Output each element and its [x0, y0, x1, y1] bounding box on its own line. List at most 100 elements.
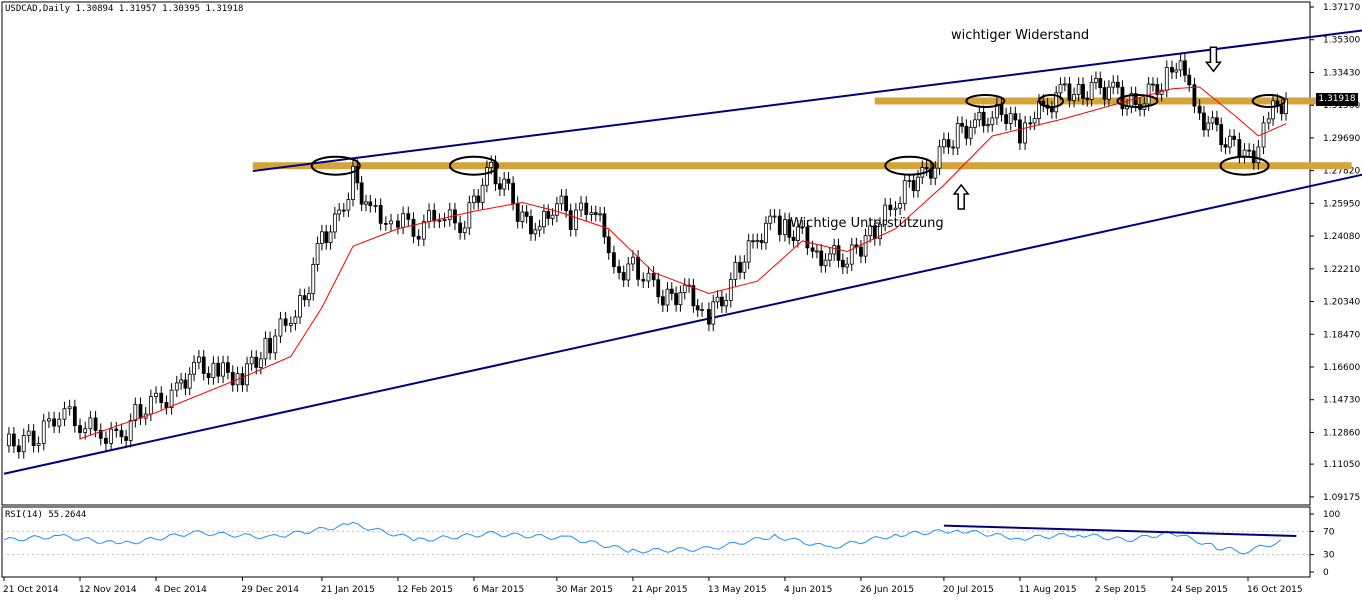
candle-body: [368, 201, 373, 206]
candle-body: [1279, 105, 1284, 115]
candle-body: [893, 207, 898, 211]
x-tick-label: 24 Sep 2015: [1171, 585, 1228, 595]
candle-body: [1023, 122, 1028, 144]
candle-body: [169, 389, 174, 409]
candle-body: [942, 139, 946, 148]
support-touch-circle: [310, 155, 361, 176]
resistance-touch-circle: [965, 93, 1006, 108]
x-tick-label: 30 Mar 2015: [556, 585, 613, 595]
x-tick-label: 6 Mar 2015: [473, 585, 524, 595]
candle-body: [1178, 60, 1183, 71]
candle-body: [416, 235, 421, 240]
candle-body: [1089, 81, 1094, 100]
candle-body: [104, 437, 108, 444]
candle-body: [1284, 98, 1288, 115]
candle-body: [621, 272, 626, 281]
price-y-tick-label: 1.22210: [1323, 265, 1360, 275]
candle-body: [1058, 83, 1063, 94]
candle-body: [883, 204, 888, 225]
candle-body: [1266, 118, 1271, 124]
candle-body: [1032, 118, 1037, 124]
candle-body: [1155, 84, 1160, 95]
candle-body: [258, 358, 263, 368]
candle-body: [324, 231, 329, 243]
candle-body: [810, 247, 815, 252]
candle-body: [1170, 67, 1174, 73]
candle-body: [1094, 78, 1098, 83]
candle-body: [1237, 139, 1242, 157]
candle-body: [311, 264, 316, 295]
candle-body: [373, 204, 378, 207]
candle-body: [678, 292, 683, 306]
candle-body: [196, 356, 201, 363]
support-touch-circle: [884, 155, 935, 176]
candle-body: [320, 231, 324, 244]
candle-body: [245, 363, 249, 386]
candle-body: [1062, 83, 1067, 86]
candle-body: [946, 139, 951, 148]
candle-body: [293, 316, 298, 324]
candle-body: [878, 223, 882, 240]
candle-body: [1227, 135, 1232, 148]
candle-body: [646, 272, 651, 282]
candle-body: [1081, 84, 1085, 99]
candle-body: [502, 178, 507, 190]
candle-body: [1219, 124, 1224, 146]
candle-body: [432, 209, 437, 222]
candle-body: [868, 225, 873, 237]
candle-body: [114, 428, 119, 431]
candle-body: [564, 195, 568, 212]
candle-body: [421, 221, 426, 240]
resistance-annotation: wichtiger Widerstand: [951, 28, 1090, 43]
symbol-label: USDCAD,Daily: [5, 4, 71, 14]
candle-body: [36, 443, 41, 446]
candle-body: [1072, 94, 1076, 101]
price-y-tick-label: 1.14730: [1323, 396, 1360, 406]
price-y-tick-label: 1.16600: [1323, 363, 1360, 373]
candle-body: [849, 244, 854, 265]
x-tick-label: 11 Aug 2015: [1019, 585, 1077, 595]
candle-body: [937, 146, 942, 169]
candle-body: [815, 250, 819, 253]
candle-body: [78, 425, 82, 433]
resistance-touch-circle: [1116, 93, 1159, 108]
candle-body: [617, 266, 621, 273]
candle-body: [1151, 83, 1155, 86]
candle-body: [11, 433, 16, 447]
candle-body: [458, 222, 463, 234]
candle-body: [187, 373, 192, 389]
chart-header: USDCAD,Daily 1.30894 1.31957 1.30395 1.3…: [5, 5, 243, 14]
candle-body: [346, 199, 351, 211]
support-annotation: Wichtige Unterstützung: [790, 216, 944, 231]
candle-body: [602, 213, 607, 238]
candle-body: [462, 227, 467, 234]
candle-body: [593, 212, 598, 215]
candle-body: [240, 373, 245, 386]
candle-body: [1018, 119, 1022, 144]
candle-body: [154, 392, 158, 397]
candle-body: [669, 288, 674, 294]
candle-body: [1028, 122, 1033, 125]
x-tick-label: 26 Jun 2015: [860, 585, 914, 595]
x-tick-label: 2 Sep 2015: [1095, 585, 1146, 595]
candle-body: [916, 176, 920, 192]
x-tick-label: 20 Jul 2015: [943, 585, 994, 595]
candle-body: [332, 213, 337, 233]
price-y-tick-label: 1.35300: [1323, 36, 1360, 46]
candle-body: [41, 420, 46, 444]
candle-body: [1008, 113, 1013, 124]
candle-body: [109, 428, 114, 444]
candle-body: [515, 202, 520, 222]
candle-body: [742, 261, 747, 273]
candle-body: [1049, 107, 1054, 113]
x-tick-label: 29 Dec 2014: [241, 585, 299, 595]
candle-body: [1174, 69, 1179, 73]
candle-body: [351, 165, 355, 200]
candle-body: [598, 213, 602, 216]
candle-body: [1004, 114, 1009, 124]
candle-body: [278, 318, 283, 337]
support-touch-circle: [1219, 155, 1270, 176]
candle-body: [437, 219, 442, 222]
candle-body: [606, 236, 611, 254]
